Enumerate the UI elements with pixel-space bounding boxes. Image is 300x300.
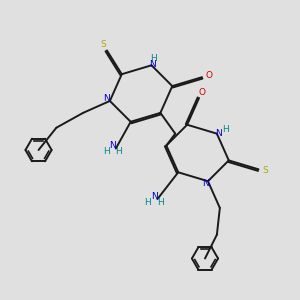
Text: O: O [206,71,213,80]
Text: H: H [103,147,110,156]
Text: N: N [110,141,116,150]
Text: S: S [262,166,268,175]
Text: N: N [149,60,156,69]
Text: N: N [202,179,209,188]
Text: O: O [199,88,206,97]
Text: N: N [103,94,110,103]
Text: N: N [151,192,158,201]
Text: H: H [222,125,229,134]
Text: H: H [116,147,122,156]
Text: H: H [151,54,157,63]
Text: H: H [144,197,150,206]
Text: N: N [215,129,222,138]
Text: H: H [158,197,164,206]
Text: S: S [100,40,106,49]
